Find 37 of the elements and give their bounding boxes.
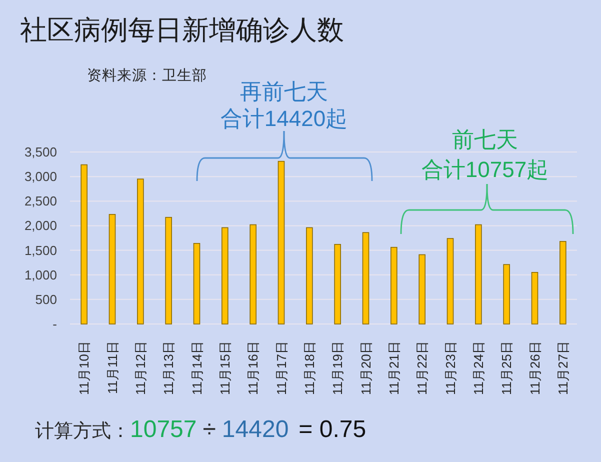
x-tick-label: 11月11日 — [104, 341, 120, 394]
y-tick-label: 3,500 — [24, 144, 57, 160]
x-tick-label: 11月18日 — [302, 341, 317, 395]
x-tick-label: 11月21日 — [386, 341, 402, 395]
y-tick-label: - — [52, 316, 57, 332]
x-tick-label: 11月27日 — [555, 341, 570, 395]
x-tick-label: 11月20日 — [358, 341, 374, 395]
annotation: 合计10757起 — [421, 157, 549, 182]
x-tick-label: 11月12日 — [132, 341, 148, 395]
x-tick-label: 11月24日 — [470, 341, 486, 395]
x-tick-label: 11月25日 — [499, 341, 514, 395]
annotation: 合计14420起 — [220, 106, 348, 131]
y-tick-label: 1,500 — [24, 242, 57, 258]
y-tick-label: 3,000 — [24, 169, 57, 184]
y-tick-label: 1,000 — [24, 267, 57, 282]
title: 社区病例每日新增确诊人数 — [20, 15, 344, 45]
annotation: 10757 — [130, 416, 197, 443]
annotation: = 0.75 — [298, 416, 366, 443]
x-tick-label: 11月22日 — [414, 341, 430, 395]
x-tick-label: 11月15日 — [217, 341, 232, 395]
annotation: 资料来源：卫生部 — [87, 68, 207, 84]
x-tick-label: 11月13日 — [161, 341, 176, 395]
x-tick-label: 11月17日 — [274, 341, 289, 395]
y-tick-label: 2,000 — [24, 218, 57, 234]
x-tick-label: 11月19日 — [330, 341, 346, 395]
annotation: 再前七天 — [240, 79, 328, 104]
x-tick-label: 11月16日 — [246, 341, 261, 395]
y-tick-label: 2,500 — [24, 194, 57, 209]
x-tick-label: 11月26日 — [527, 341, 542, 395]
x-tick-label: 11月23日 — [442, 341, 458, 395]
annotation: 前七天 — [452, 127, 518, 152]
annotation: 14420 — [222, 416, 289, 443]
x-tick-label: 11月14日 — [189, 341, 204, 395]
y-tick-label: 500 — [35, 292, 57, 307]
annotation: 计算方式： — [35, 421, 130, 442]
annotation: ÷ — [202, 416, 216, 443]
x-tick-label: 11月10日 — [76, 341, 92, 395]
